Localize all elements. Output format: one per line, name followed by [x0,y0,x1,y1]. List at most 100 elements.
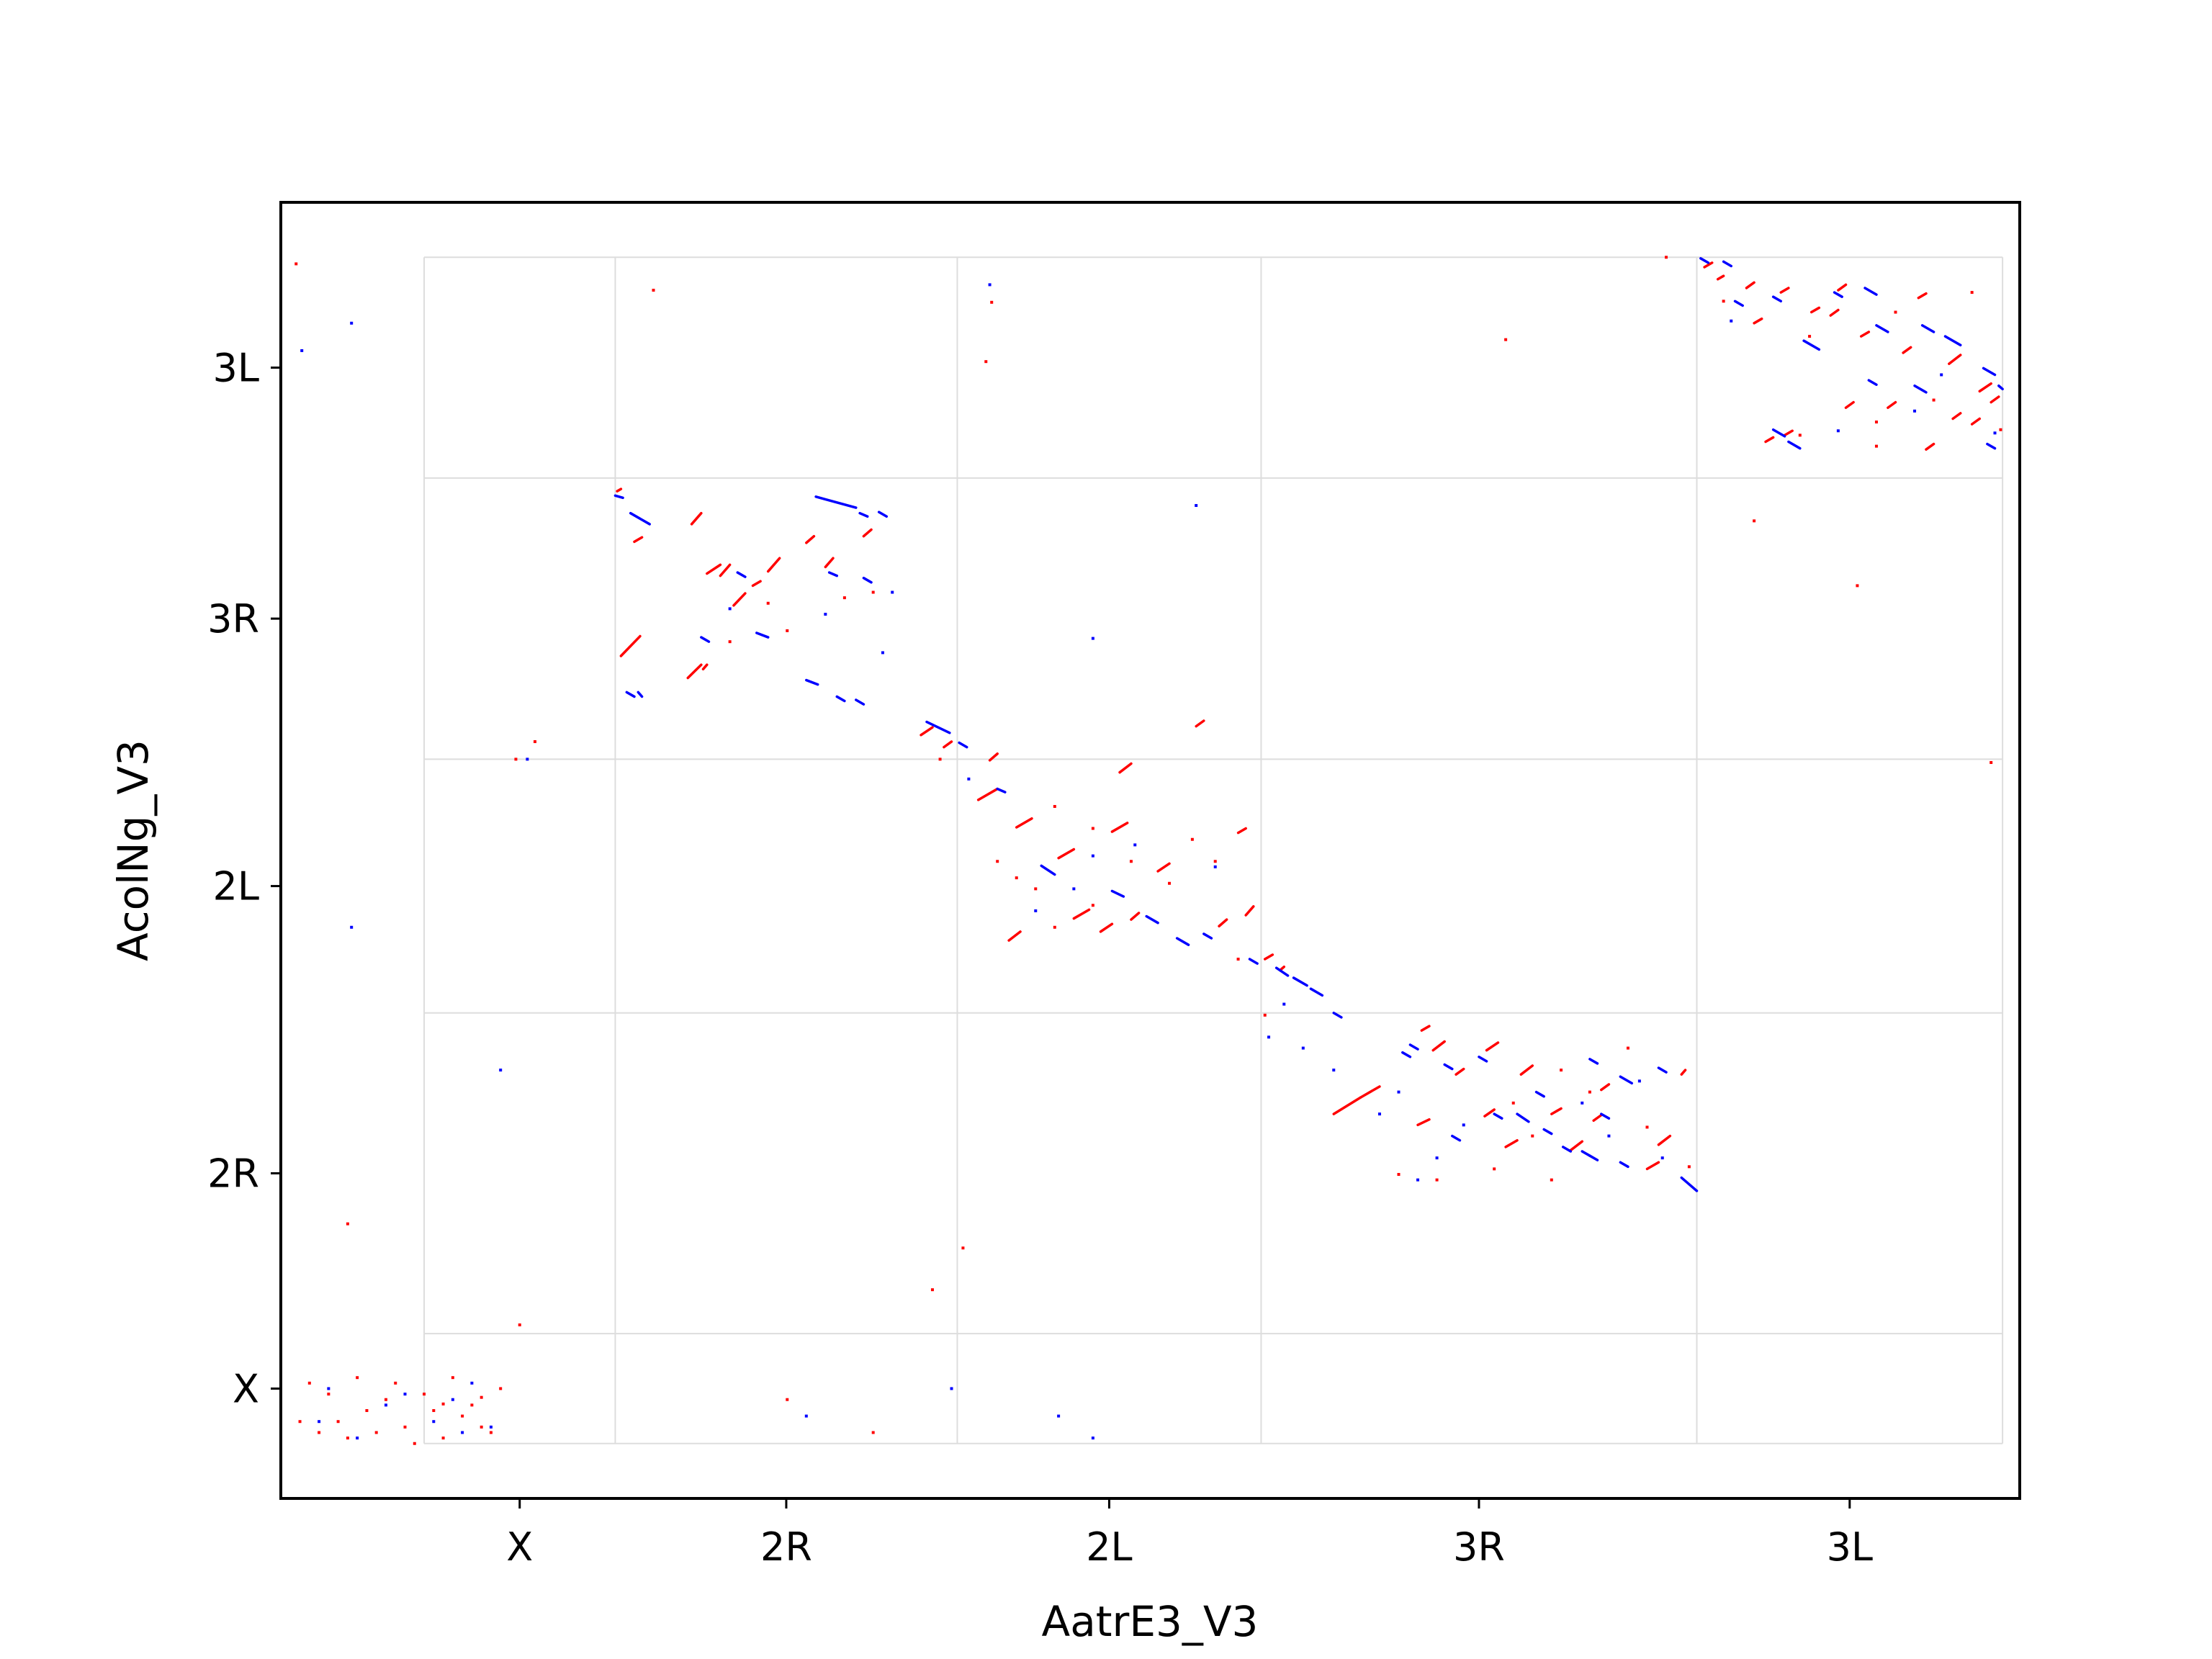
forward-segment-59 [1844,400,1855,410]
forward-point-54 [1550,1178,1553,1182]
forward-point-35 [990,300,994,304]
reverse-segment-58 [1986,442,1997,450]
forward-point-8 [652,289,655,292]
reverse-segment-47 [1802,339,1821,351]
y-tick-label-X: X [233,1366,259,1411]
reverse-segment-3 [814,495,858,509]
forward-segment-36 [1483,1108,1496,1118]
forward-segment-24 [1218,918,1228,928]
reverse-point-5 [350,925,354,929]
forward-segment-53 [1902,346,1912,354]
forward-segment-11 [862,528,873,538]
forward-point-41 [1856,584,1859,588]
reverse-segment-33 [1516,1112,1530,1123]
reverse-segment-28 [1408,1043,1419,1051]
forward-point-44 [1511,1101,1515,1105]
y-tick-label-3L: 3L [213,346,259,391]
forward-point-23 [374,1431,378,1434]
forward-point-18 [356,1376,359,1380]
forward-segment-8 [766,557,781,573]
forward-segment-58 [1783,429,1794,437]
reverse-point-46 [1913,409,1917,413]
forward-segment-46 [1716,274,1725,281]
forward-point-56 [786,629,789,632]
forward-point-28 [480,1425,483,1429]
forward-point-6 [441,1402,445,1406]
forward-segment-47 [1745,281,1755,289]
reverse-segment-53 [1733,300,1744,307]
forward-segment-25 [1236,827,1247,835]
forward-segment-33 [1485,1041,1500,1052]
forward-segment-21 [1099,922,1114,933]
forward-point-74 [1999,428,2002,431]
forward-segment-20 [1007,930,1022,942]
reverse-segment-51 [1982,367,1997,377]
forward-point-70 [1798,433,1802,437]
reverse-point-0 [300,349,304,352]
reverse-point-4 [461,1431,464,1434]
forward-segment-9 [805,534,816,544]
reverse-segment-32 [1493,1112,1503,1120]
forward-point-21 [470,1403,474,1407]
reverse-segment-55 [1787,440,1802,450]
reverse-point-11 [489,1425,493,1429]
reverse-segment-36 [1588,1154,1599,1161]
reverse-point-17 [988,283,992,287]
reverse-segment-48 [1875,324,1889,333]
reverse-point-21 [1091,637,1094,640]
reverse-segment-16 [958,741,968,749]
reverse-point-41 [1091,854,1094,858]
forward-segment-63 [1925,442,1936,451]
reverse-point-16 [950,1387,953,1390]
forward-segment-17 [1110,822,1129,833]
reverse-segment-26 [1309,987,1324,997]
forward-segment-4 [706,563,722,575]
forward-segment-16 [1057,848,1076,860]
forward-point-30 [786,1398,789,1401]
forward-point-26 [298,1420,302,1424]
forward-point-50 [1687,1165,1691,1169]
reverse-point-10 [403,1393,407,1396]
reverse-segment-8 [755,631,770,639]
forward-segment-67 [943,740,953,749]
forward-segment-65 [1809,306,1821,314]
reverse-point-43 [1213,865,1217,868]
forward-segment-62 [1970,417,1982,426]
forward-point-11 [365,1408,369,1412]
reverse-segment-41 [1600,1112,1611,1120]
forward-segment-1 [619,634,642,657]
forward-segment-29 [1359,1085,1381,1099]
forward-point-78 [1722,300,1725,303]
reverse-segment-20 [1145,914,1159,925]
forward-point-25 [346,1437,349,1440]
reverse-segment-0 [629,511,651,526]
forward-segment-60 [1887,400,1897,410]
reverse-segment-6 [827,571,839,577]
forward-point-76 [1808,335,1812,338]
forward-segment-13 [701,663,709,671]
reverse-segment-30 [1588,1058,1599,1065]
forward-segment-12 [686,663,703,680]
forward-point-12 [384,1398,387,1401]
forward-point-14 [423,1393,426,1396]
forward-point-66 [1168,881,1172,885]
reverse-point-14 [356,1437,359,1440]
reverse-segment-27 [1332,1012,1343,1019]
reverse-segment-42 [1699,257,1710,264]
reverse-segment-24 [1274,966,1290,977]
forward-segment-61 [1951,412,1962,421]
reverse-segment-22 [1202,932,1213,940]
reverse-point-37 [824,613,827,616]
forward-point-5 [480,1395,483,1399]
reverse-segment-38 [1680,1176,1699,1192]
reverse-point-2 [526,757,529,761]
reverse-point-15 [804,1414,808,1418]
reverse-segment-7 [862,576,873,584]
reverse-point-20 [1195,504,1198,508]
reverse-segment-54 [1771,428,1786,438]
forward-point-77 [1894,310,1897,314]
forward-point-4 [499,1387,503,1390]
y-tick-label-2R: 2R [207,1151,259,1196]
reverse-segment-46 [1863,287,1878,296]
